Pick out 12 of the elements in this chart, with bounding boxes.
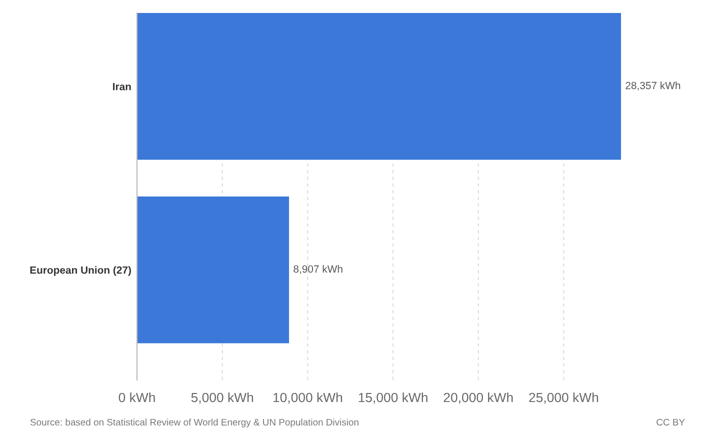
text: CC BY <box>656 418 685 426</box>
x-tick-label: 10,000 kWh <box>273 392 342 404</box>
source-note: Source: based on Statistical Review of World Energy & UN Population Division <box>30 418 358 428</box>
x-tick-label: 5,000 kWh <box>191 392 254 404</box>
y-tick-label: European Union (27) <box>30 266 131 276</box>
y-tick-label: Iran <box>113 83 131 90</box>
data-label: 8,907 kWh <box>294 265 342 274</box>
data-label: 28,357 kWh <box>626 82 680 90</box>
x-tick-label: 25,000 kWh <box>529 392 598 404</box>
x-tick-label: 20,000 kWh <box>444 392 513 404</box>
x-tick-label: 0 kWh <box>118 392 155 402</box>
x-tick-label: 15,000 kWh <box>358 392 428 404</box>
